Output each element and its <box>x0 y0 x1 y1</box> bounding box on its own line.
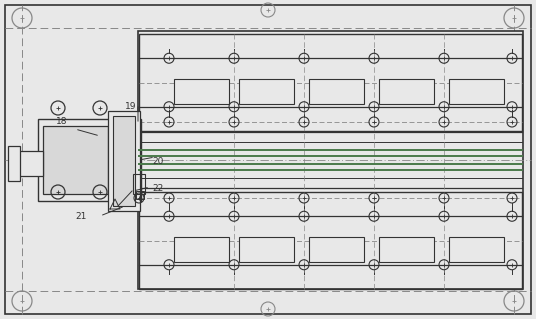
Bar <box>309 79 364 104</box>
Bar <box>139 192 522 289</box>
Bar <box>136 191 144 199</box>
Bar <box>379 79 434 104</box>
Bar <box>379 237 434 262</box>
Text: 18: 18 <box>56 117 68 126</box>
Bar <box>15 151 43 176</box>
Bar <box>133 174 145 194</box>
Bar <box>43 126 108 194</box>
Bar <box>449 79 504 104</box>
Bar <box>174 237 229 262</box>
Text: 22: 22 <box>152 184 163 193</box>
Text: 19: 19 <box>125 102 137 111</box>
Bar <box>8 146 20 181</box>
Bar <box>38 119 141 201</box>
Bar <box>139 34 522 131</box>
Text: 20: 20 <box>152 157 163 166</box>
Bar <box>138 31 523 289</box>
Bar <box>239 79 294 104</box>
Bar <box>449 237 504 262</box>
Bar <box>113 116 135 206</box>
Bar <box>309 237 364 262</box>
Bar <box>239 237 294 262</box>
Bar <box>108 111 140 211</box>
Bar <box>174 79 229 104</box>
Text: 21: 21 <box>75 212 86 221</box>
